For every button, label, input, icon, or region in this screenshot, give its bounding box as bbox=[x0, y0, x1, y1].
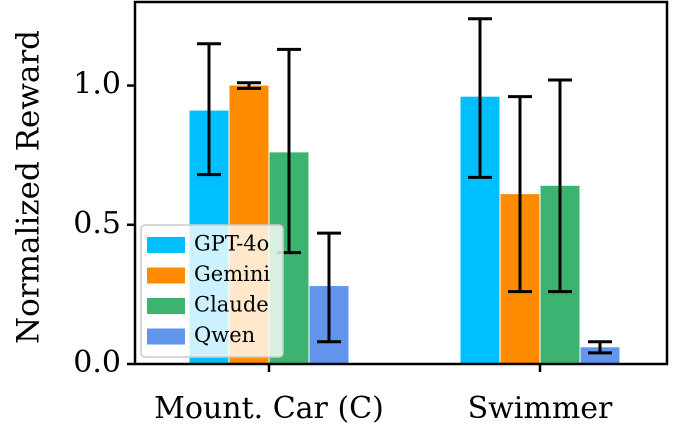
legend-box bbox=[140, 224, 284, 358]
legend-label: Gemini bbox=[194, 262, 270, 286]
error-bar bbox=[317, 231, 341, 344]
legend-swatch bbox=[147, 328, 185, 345]
y-axis-label: Normalized Reward bbox=[11, 30, 47, 344]
x-tick-label: Swimmer bbox=[468, 391, 613, 426]
y-tick-label: 0.5 bbox=[73, 206, 121, 241]
plot-frame bbox=[133, 0, 669, 366]
error-bar bbox=[588, 340, 612, 355]
legend-swatch bbox=[147, 298, 185, 314]
legend-label: Claude bbox=[194, 293, 269, 317]
legend-label: Qwen bbox=[194, 323, 255, 347]
axes-layer: 0.0 0.5 1.0 Mount. Car (C) Swimmer bbox=[73, 67, 613, 426]
error-bar bbox=[548, 78, 572, 294]
legend-swatch bbox=[147, 237, 185, 253]
x-tick-label: Mount. Car (C) bbox=[154, 391, 384, 426]
error-bars-layer bbox=[197, 17, 612, 355]
error-bar bbox=[197, 42, 221, 177]
legend-swatch bbox=[147, 267, 185, 284]
legend-label: GPT-4o bbox=[194, 232, 269, 256]
error-bar bbox=[468, 17, 492, 179]
y-tick-label: 0.0 bbox=[73, 345, 121, 380]
y-tick-label: 1.0 bbox=[73, 67, 121, 102]
error-bar bbox=[237, 81, 261, 90]
legend: GPT-4o Gemini Claude Qwen bbox=[140, 224, 284, 358]
error-bar bbox=[508, 95, 532, 294]
